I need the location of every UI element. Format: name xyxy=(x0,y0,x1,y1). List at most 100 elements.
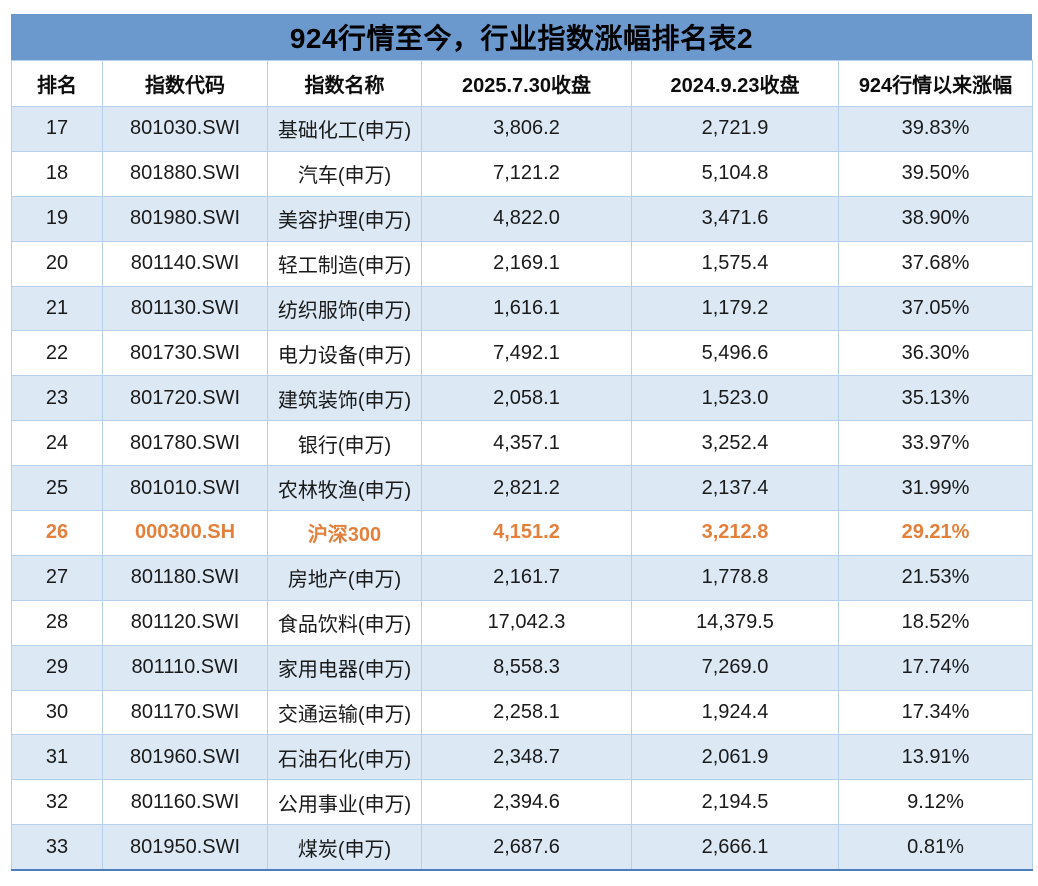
cell-index-code: 801030.SWI xyxy=(102,106,268,152)
cell-change-since-924: 21.53% xyxy=(838,554,1033,601)
cell-index-name: 交通运输(申万) xyxy=(267,689,422,736)
col-header-change-since-924: 924行情以来涨幅 xyxy=(838,60,1033,107)
cell-close-2025-07-30: 2,821.2 xyxy=(421,465,632,512)
cell-close-2024-09-23: 2,137.4 xyxy=(631,465,839,512)
cell-index-name: 银行(申万) xyxy=(267,420,422,467)
cell-rank: 17 xyxy=(11,106,103,152)
cell-index-code: 801180.SWI xyxy=(102,554,268,601)
cell-close-2024-09-23: 1,523.0 xyxy=(631,375,839,422)
cell-change-since-924: 39.83% xyxy=(838,106,1033,152)
cell-change-since-924: 13.91% xyxy=(838,734,1033,781)
cell-change-since-924: 39.50% xyxy=(838,150,1033,197)
cell-index-name: 纺织服饰(申万) xyxy=(267,285,422,332)
cell-close-2024-09-23: 1,179.2 xyxy=(631,285,839,332)
table-row: 24 801780.SWI 银行(申万) 4,357.1 3,252.4 33.97% xyxy=(11,420,1033,467)
cell-index-name: 沪深300 xyxy=(267,510,422,556)
table-row: 28 801120.SWI 食品饮料(申万) 17,042.3 14,379.5 18.5… xyxy=(11,599,1033,646)
cell-index-code: 801730.SWI xyxy=(102,330,268,377)
cell-change-since-924: 35.13% xyxy=(838,375,1033,422)
cell-index-name: 汽车(申万) xyxy=(267,150,422,197)
cell-change-since-924: 31.99% xyxy=(838,465,1033,512)
cell-rank: 29 xyxy=(11,644,103,691)
cell-close-2025-07-30: 17,042.3 xyxy=(421,599,632,646)
table-row: 17 801030.SWI 基础化工(申万) 3,806.2 2,721.9 39.83% xyxy=(11,106,1033,152)
cell-change-since-924: 17.34% xyxy=(838,689,1033,736)
table-body: 17 801030.SWI 基础化工(申万) 3,806.2 2,721.9 39.83%… xyxy=(11,106,1033,871)
col-header-close-2024-09-23: 2024.9.23收盘 xyxy=(631,60,839,107)
cell-rank: 31 xyxy=(11,734,103,781)
table-row: 30 801170.SWI 交通运输(申万) 2,258.1 1,924.4 17.34% xyxy=(11,689,1033,736)
table-header: 排名 指数代码 指数名称 2025.7.30收盘 2024.9.23收盘 924行情以来涨… xyxy=(11,60,1033,107)
table-row: 20 801140.SWI 轻工制造(申万) 2,169.1 1,575.4 37.68% xyxy=(11,240,1033,287)
cell-index-name: 轻工制造(申万) xyxy=(267,240,422,287)
cell-rank: 23 xyxy=(11,375,103,422)
ranking-table-container: 924行情至今，行业指数涨幅排名表2 排名 指数代码 指数名称 2025.7.30收盘… xyxy=(11,14,1033,872)
cell-index-code: 801960.SWI xyxy=(102,734,268,781)
cell-index-code: 801010.SWI xyxy=(102,465,268,512)
cell-index-code: 801140.SWI xyxy=(102,240,268,287)
cell-close-2025-07-30: 2,169.1 xyxy=(421,240,632,287)
cell-close-2024-09-23: 3,212.8 xyxy=(631,510,839,556)
cell-rank: 20 xyxy=(11,240,103,287)
cell-index-code: 801980.SWI xyxy=(102,195,268,242)
cell-index-code: 801720.SWI xyxy=(102,375,268,422)
cell-index-name: 基础化工(申万) xyxy=(267,106,422,152)
cell-rank: 25 xyxy=(11,465,103,512)
col-header-close-2025-07-30: 2025.7.30收盘 xyxy=(421,60,632,107)
table-row: 33 801950.SWI 煤炭(申万) 2,687.6 2,666.1 0.81% xyxy=(11,824,1033,871)
table-row: 31 801960.SWI 石油石化(申万) 2,348.7 2,061.9 13.91% xyxy=(11,734,1033,781)
cell-rank: 32 xyxy=(11,779,103,826)
cell-index-name: 房地产(申万) xyxy=(267,554,422,601)
header-row: 排名 指数代码 指数名称 2025.7.30收盘 2024.9.23收盘 924行情以来涨… xyxy=(11,60,1033,107)
cell-index-name: 农林牧渔(申万) xyxy=(267,465,422,512)
cell-close-2025-07-30: 1,616.1 xyxy=(421,285,632,332)
cell-close-2025-07-30: 4,357.1 xyxy=(421,420,632,467)
cell-close-2025-07-30: 2,687.6 xyxy=(421,824,632,871)
table-row: 21 801130.SWI 纺织服饰(申万) 1,616.1 1,179.2 37.05% xyxy=(11,285,1033,332)
cell-close-2025-07-30: 3,806.2 xyxy=(421,106,632,152)
cell-close-2024-09-23: 14,379.5 xyxy=(631,599,839,646)
cell-close-2024-09-23: 7,269.0 xyxy=(631,644,839,691)
cell-index-code: 801130.SWI xyxy=(102,285,268,332)
cell-close-2025-07-30: 7,492.1 xyxy=(421,330,632,377)
cell-rank: 33 xyxy=(11,824,103,871)
cell-close-2024-09-23: 3,252.4 xyxy=(631,420,839,467)
cell-change-since-924: 9.12% xyxy=(838,779,1033,826)
cell-close-2025-07-30: 2,394.6 xyxy=(421,779,632,826)
cell-close-2024-09-23: 5,104.8 xyxy=(631,150,839,197)
table-row: 29 801110.SWI 家用电器(申万) 8,558.3 7,269.0 17.74% xyxy=(11,644,1033,691)
cell-close-2024-09-23: 1,778.8 xyxy=(631,554,839,601)
cell-index-name: 家用电器(申万) xyxy=(267,644,422,691)
cell-rank: 19 xyxy=(11,195,103,242)
cell-change-since-924: 33.97% xyxy=(838,420,1033,467)
cell-close-2024-09-23: 2,721.9 xyxy=(631,106,839,152)
cell-index-code: 000300.SH xyxy=(102,510,268,556)
cell-close-2024-09-23: 2,061.9 xyxy=(631,734,839,781)
col-header-rank: 排名 xyxy=(11,60,103,107)
cell-index-code: 801110.SWI xyxy=(102,644,268,691)
cell-index-code: 801880.SWI xyxy=(102,150,268,197)
cell-close-2024-09-23: 1,575.4 xyxy=(631,240,839,287)
cell-index-name: 煤炭(申万) xyxy=(267,824,422,871)
cell-close-2025-07-30: 2,058.1 xyxy=(421,375,632,422)
cell-index-name: 食品饮料(申万) xyxy=(267,599,422,646)
cell-index-name: 电力设备(申万) xyxy=(267,330,422,377)
cell-index-name: 美容护理(申万) xyxy=(267,195,422,242)
table-row: 22 801730.SWI 电力设备(申万) 7,492.1 5,496.6 36.30% xyxy=(11,330,1033,377)
cell-change-since-924: 0.81% xyxy=(838,824,1033,871)
ranking-table: 排名 指数代码 指数名称 2025.7.30收盘 2024.9.23收盘 924行情以来涨… xyxy=(11,60,1033,872)
cell-index-name: 公用事业(申万) xyxy=(267,779,422,826)
cell-close-2025-07-30: 4,151.2 xyxy=(421,510,632,556)
cell-rank: 22 xyxy=(11,330,103,377)
table-row: 32 801160.SWI 公用事业(申万) 2,394.6 2,194.5 9.12% xyxy=(11,779,1033,826)
cell-index-code: 801780.SWI xyxy=(102,420,268,467)
table-row: 23 801720.SWI 建筑装饰(申万) 2,058.1 1,523.0 35.13% xyxy=(11,375,1033,422)
cell-change-since-924: 18.52% xyxy=(838,599,1033,646)
cell-index-code: 801120.SWI xyxy=(102,599,268,646)
cell-rank: 30 xyxy=(11,689,103,736)
cell-change-since-924: 29.21% xyxy=(838,510,1033,556)
cell-change-since-924: 36.30% xyxy=(838,330,1033,377)
table-row: 26 000300.SH 沪深300 4,151.2 3,212.8 29.21% xyxy=(11,510,1033,556)
cell-change-since-924: 37.68% xyxy=(838,240,1033,287)
cell-index-code: 801170.SWI xyxy=(102,689,268,736)
